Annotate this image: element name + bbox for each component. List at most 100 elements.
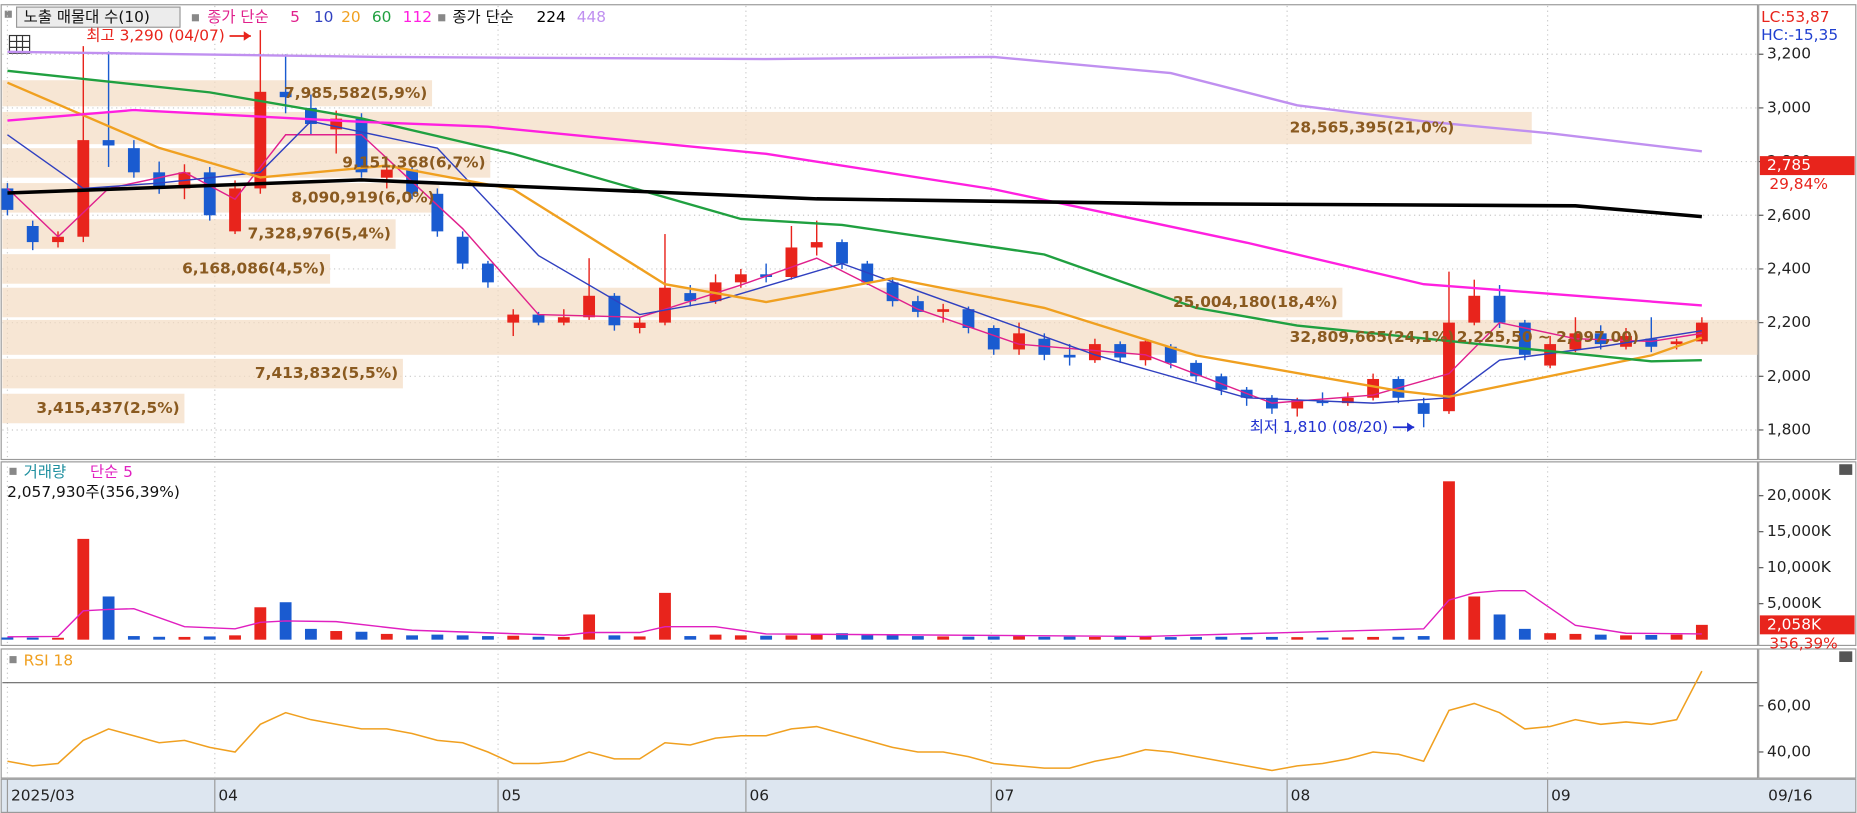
candle-body [1190,362,1202,377]
x-tick-label: 05 [502,786,522,804]
volume-bar [1670,634,1683,640]
x-tick-label: 08 [1291,786,1311,804]
candle-body [254,91,267,189]
candle-body [330,118,343,130]
legend-prefix: 종가 단순 [452,8,513,26]
y-tick-label: 10,000K [1767,558,1832,576]
band-label: 7,985,582(5,9%) [284,84,427,102]
volume-bar [962,636,975,640]
candle-body [633,322,646,328]
candle-body [153,172,166,189]
volume-bar [1240,637,1253,640]
candle-body [1,188,14,210]
rsi-panel [0,648,1759,779]
volume-bar [153,636,166,640]
candle-body [1114,344,1127,358]
volume-bar [380,633,393,640]
candle-body [1544,344,1557,366]
x-tick-label: 09 [1551,786,1571,804]
volume-bar [1139,636,1152,640]
volume-bar [1063,636,1076,640]
volume-bar [482,636,494,640]
candle-body [836,242,848,264]
volume-bar [229,635,241,640]
legend-entry: 224 [536,8,565,26]
volume-bar [583,614,596,640]
candle-body [1291,400,1304,409]
volume-bar [203,636,216,640]
volume-bar [861,634,874,640]
square-icon [9,656,17,664]
candle-body [1367,378,1380,398]
square-icon [191,14,199,22]
y-tick-label: 2,600 [1767,206,1811,224]
volume-bar [1518,628,1531,640]
volume-bar [254,607,267,640]
candle-body [1645,338,1658,347]
x-tick-label: 06 [749,786,769,804]
candle-body [380,169,393,178]
volume-bar [810,633,823,640]
last-value-box [1759,156,1855,176]
volume-bar [1569,633,1582,640]
candle-body [482,263,494,283]
moving-average-line [7,50,1702,153]
volume-axis [1758,461,1857,647]
band-label: 7,413,832(5,5%) [255,364,398,382]
candle-body [456,236,469,264]
rsi-line [7,670,1703,772]
volume-bar [1468,596,1481,640]
square-icon [9,467,17,475]
candle-body [1493,295,1506,323]
candle-body [431,193,444,232]
volume-bar [659,592,671,640]
y-tick-label: 2,000 [1767,367,1811,385]
rsi-axis [1758,648,1857,779]
square-icon [4,10,12,18]
y-tick-label: 5,000K [1767,594,1822,612]
legend-entry: 448 [577,8,606,26]
candle-body [127,148,140,173]
legend-entry: 20 [341,8,361,26]
volume-bar [1392,636,1405,640]
extreme-annotation: 최고 3,290 (04/07) [86,26,224,44]
y-tick-label: 15,000K [1767,522,1832,540]
legend-entry: 10 [314,8,334,26]
volume-bar [709,634,722,640]
candle-body [355,118,368,173]
candle-body [886,282,899,302]
extreme-annotation: 최저 1,810 (08/20) [1250,418,1388,436]
candle-body [1341,397,1354,404]
volume-bar [406,635,418,640]
square-icon [438,14,446,22]
volume-bar [1114,636,1127,640]
candle-body [987,327,1000,350]
candle-body [1594,333,1607,345]
band-count-button[interactable] [15,6,181,28]
band-label: 32,809,665(24,1%) [1290,328,1455,346]
volume-bar [1443,481,1455,640]
volume-ma-line [7,590,1702,638]
y-tick-label: 40,00 [1767,742,1811,760]
y-tick-label: 2,200 [1767,313,1811,331]
date-axis-bar [0,778,1857,813]
lc-label: LC:53,87 [1761,8,1830,26]
candle-body [785,247,798,277]
volume-bar [355,631,368,640]
candle-body [1164,346,1177,363]
legend-entry: 112 [403,8,432,26]
volume-profile-band [2,358,403,389]
y-tick-label: 60,00 [1767,696,1811,714]
candle-body [1139,341,1152,361]
close-button[interactable] [1839,651,1853,663]
close-button[interactable] [1839,464,1853,475]
volume-bar [456,635,469,640]
volume-bar [532,636,545,640]
volume-bar [431,634,444,640]
volume-bar [684,636,697,640]
y-tick-label: 2,400 [1767,259,1811,277]
volume-bar [886,635,899,640]
table-icon[interactable] [8,34,31,54]
hc-label: HC:-15,35 [1761,26,1838,44]
candle-body [1670,341,1683,345]
